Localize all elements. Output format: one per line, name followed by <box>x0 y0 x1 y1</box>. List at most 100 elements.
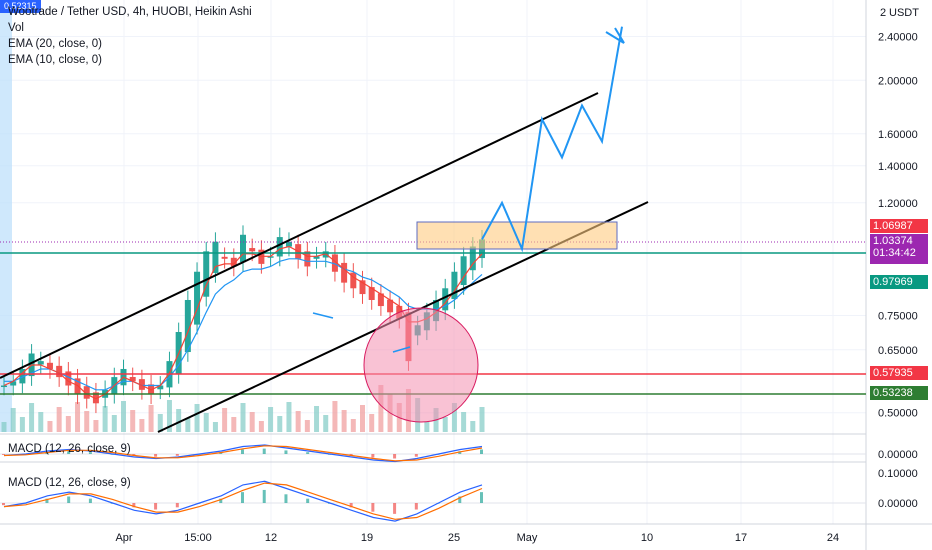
price-tag-4[interactable]: 0.53238 <box>870 386 928 400</box>
candle-body <box>359 280 366 295</box>
projection-path[interactable] <box>481 26 623 253</box>
macd-histogram-bar <box>480 492 483 503</box>
volume-bar <box>304 420 310 432</box>
macd-label-1[interactable]: MACD (12, 26, close, 9) <box>8 443 131 455</box>
channel-upper-line[interactable] <box>0 92 599 379</box>
time-axis[interactable]: Apr 15:00 12 19 25 May 10 17 24 <box>115 532 839 544</box>
candle-body <box>83 386 90 399</box>
macd-histogram-bar <box>132 503 136 508</box>
volume-bar <box>139 419 145 432</box>
countdown: 01:34:42 <box>873 247 916 259</box>
macd-histogram-bar <box>241 492 244 503</box>
volume-bar <box>323 415 329 432</box>
volume-bar <box>176 409 182 432</box>
macd-histogram-bar <box>175 454 179 456</box>
price-tag-2[interactable]: 0.97969 <box>870 275 928 289</box>
price-badge: 0.52315 <box>0 0 41 13</box>
y-tick-label: 2.40000 <box>878 32 918 44</box>
indicator-ema-20[interactable]: EMA (20, close, 0) <box>8 38 102 50</box>
macd1-tick: 0.00000 <box>878 449 918 461</box>
volume-bar <box>240 403 246 432</box>
volume-bar <box>166 400 172 432</box>
candle-body <box>442 288 449 311</box>
volume-bar <box>65 416 71 432</box>
y-unit-label: USDT <box>889 7 919 19</box>
candle-body <box>276 237 283 257</box>
x-tick-label: 25 <box>448 532 460 544</box>
volume-bar <box>360 405 365 432</box>
candle-body <box>65 371 72 386</box>
volume-bar <box>350 419 356 432</box>
price-axis[interactable]: 0.50000 0.65000 0.75000 1.20000 1.40000 1.600… <box>878 7 919 510</box>
volume-bar <box>29 403 35 432</box>
y-tick-label: 0.65000 <box>878 345 918 357</box>
macd-histogram-bar <box>284 450 288 454</box>
macd-histogram-bar <box>88 498 92 503</box>
volume-bar <box>369 414 375 432</box>
price-tag-current[interactable]: 1.03374 01:34:42 <box>870 234 928 264</box>
ema-20-line <box>4 258 483 391</box>
volume-bar <box>38 412 44 432</box>
candle-body <box>203 251 210 297</box>
volume-bar <box>479 407 485 432</box>
candle-body <box>377 293 384 307</box>
x-tick-label: 24 <box>827 532 839 544</box>
candle-body <box>304 251 311 267</box>
volume-bar <box>277 416 283 432</box>
volume-bar <box>286 402 292 432</box>
macd-histogram-bar <box>241 449 244 454</box>
annotation-mark[interactable] <box>392 346 411 353</box>
macd-histogram-bar <box>2 503 5 506</box>
macd-histogram-bar <box>175 503 179 508</box>
candle-body <box>46 362 53 369</box>
candle-body <box>129 376 136 382</box>
volume-bar <box>111 415 117 432</box>
x-tick-label: May <box>517 532 538 544</box>
indicator-vol[interactable]: Vol <box>8 22 24 34</box>
candle-body <box>221 256 228 259</box>
indicator-ema-10[interactable]: EMA (10, close, 0) <box>8 54 102 66</box>
macd-histogram-bar <box>458 451 462 454</box>
macd-histogram-bar <box>154 454 158 457</box>
annotation-mark[interactable] <box>312 312 334 319</box>
candle-body <box>451 271 458 300</box>
macd2-tick: 0.10000 <box>878 468 918 480</box>
candle-body <box>469 246 476 271</box>
y-tick-label: 2.00000 <box>878 75 918 87</box>
y-tick-label: 0.75000 <box>878 310 918 322</box>
price-tag-1[interactable]: 1.06987 <box>870 219 928 233</box>
volume-bar <box>314 406 320 432</box>
signal-line <box>3 445 483 462</box>
macd-histogram-bar <box>393 454 397 459</box>
volume-bar <box>461 412 467 432</box>
candle-body <box>368 287 375 300</box>
y-top-label: 2 <box>880 7 886 19</box>
candle-body <box>19 368 26 384</box>
candle-body <box>331 254 338 272</box>
price-tag-3[interactable]: 0.57935 <box>870 366 928 380</box>
macd-histogram-bar <box>480 449 483 454</box>
candle-body <box>10 381 17 386</box>
candle-body <box>56 365 63 378</box>
candle-body <box>157 385 164 390</box>
macd-label-2[interactable]: MACD (12, 26, close, 9) <box>8 477 131 489</box>
chart-title[interactable]: Wootrade / Tether USD, 4h, HUOBI, Heikin… <box>8 6 252 18</box>
candle-body <box>313 256 320 259</box>
volume-bar <box>194 404 200 432</box>
macd-histogram-bar <box>262 448 266 454</box>
candle-body <box>387 299 394 313</box>
macd-histogram-bar <box>306 452 310 454</box>
y-tick-label: 1.40000 <box>878 161 918 173</box>
volume-bar <box>332 401 338 432</box>
candle-body <box>138 379 145 390</box>
volume-bar <box>102 406 108 432</box>
volume-bar <box>295 411 301 432</box>
macd-histogram-bar <box>393 503 397 514</box>
highlight-circle[interactable] <box>363 307 479 423</box>
volume-bar <box>93 420 99 432</box>
volume-bar <box>56 407 62 432</box>
macd-histogram-bar <box>67 451 71 454</box>
projection-arrowhead <box>605 27 625 44</box>
macd-histogram-bar <box>458 496 462 503</box>
